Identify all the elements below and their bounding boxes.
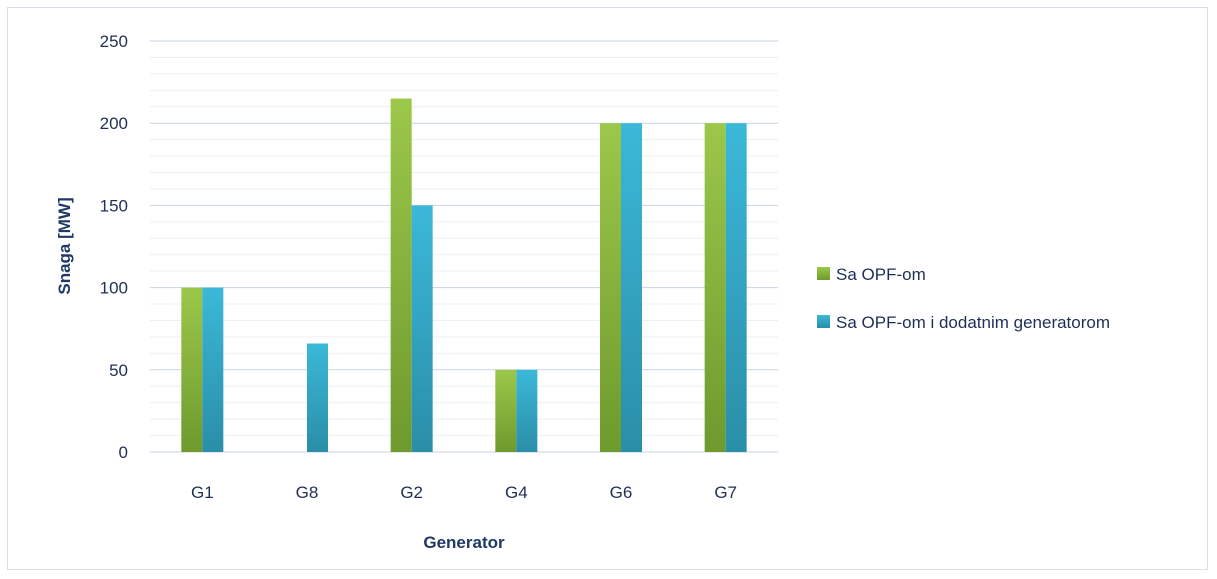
x-tick-label: G1 — [191, 483, 214, 502]
y-tick-label: 0 — [119, 443, 128, 462]
legend-swatch — [817, 315, 830, 328]
legend-label: Sa OPF-om i dodatnim generatorom — [836, 313, 1110, 332]
y-tick-label: 50 — [109, 361, 128, 380]
y-axis-ticks: 0 50 100 150 200 250 — [100, 32, 128, 462]
bar-g7-series-2 — [725, 123, 747, 452]
bar-g8-series-2 — [307, 343, 328, 452]
x-tick-label: G8 — [296, 483, 319, 502]
x-tick-label: G7 — [714, 483, 737, 502]
bar-g4-series-2 — [516, 369, 538, 452]
x-tick-label: G4 — [505, 483, 528, 502]
bar-g7-series-1 — [704, 123, 726, 452]
legend: Sa OPF-om Sa OPF-om i dodatnim generatoro… — [817, 265, 1110, 332]
gridlines — [150, 40, 778, 453]
y-axis-title: Snaga [MW] — [55, 197, 74, 294]
x-axis-ticks: G1 G8 G2 G4 G6 G7 — [191, 483, 737, 502]
bar-g6-series-1 — [600, 123, 621, 452]
x-tick-label: G2 — [400, 483, 423, 502]
y-tick-label: 200 — [100, 114, 128, 133]
bar-g4-series-1 — [495, 369, 517, 452]
y-tick-label: 250 — [100, 32, 128, 51]
bars — [181, 98, 747, 452]
y-tick-label: 100 — [100, 279, 128, 298]
bar-g1-series-1 — [181, 287, 203, 452]
x-axis-title: Generator — [423, 533, 505, 552]
legend-swatch — [817, 267, 830, 280]
bar-g2-series-1 — [390, 98, 412, 452]
bar-g1-series-2 — [202, 287, 224, 452]
bar-g2-series-2 — [411, 205, 433, 452]
x-tick-label: G6 — [610, 483, 633, 502]
bar-g6-series-2 — [621, 123, 642, 452]
y-tick-label: 150 — [100, 196, 128, 215]
legend-label: Sa OPF-om — [836, 265, 926, 284]
